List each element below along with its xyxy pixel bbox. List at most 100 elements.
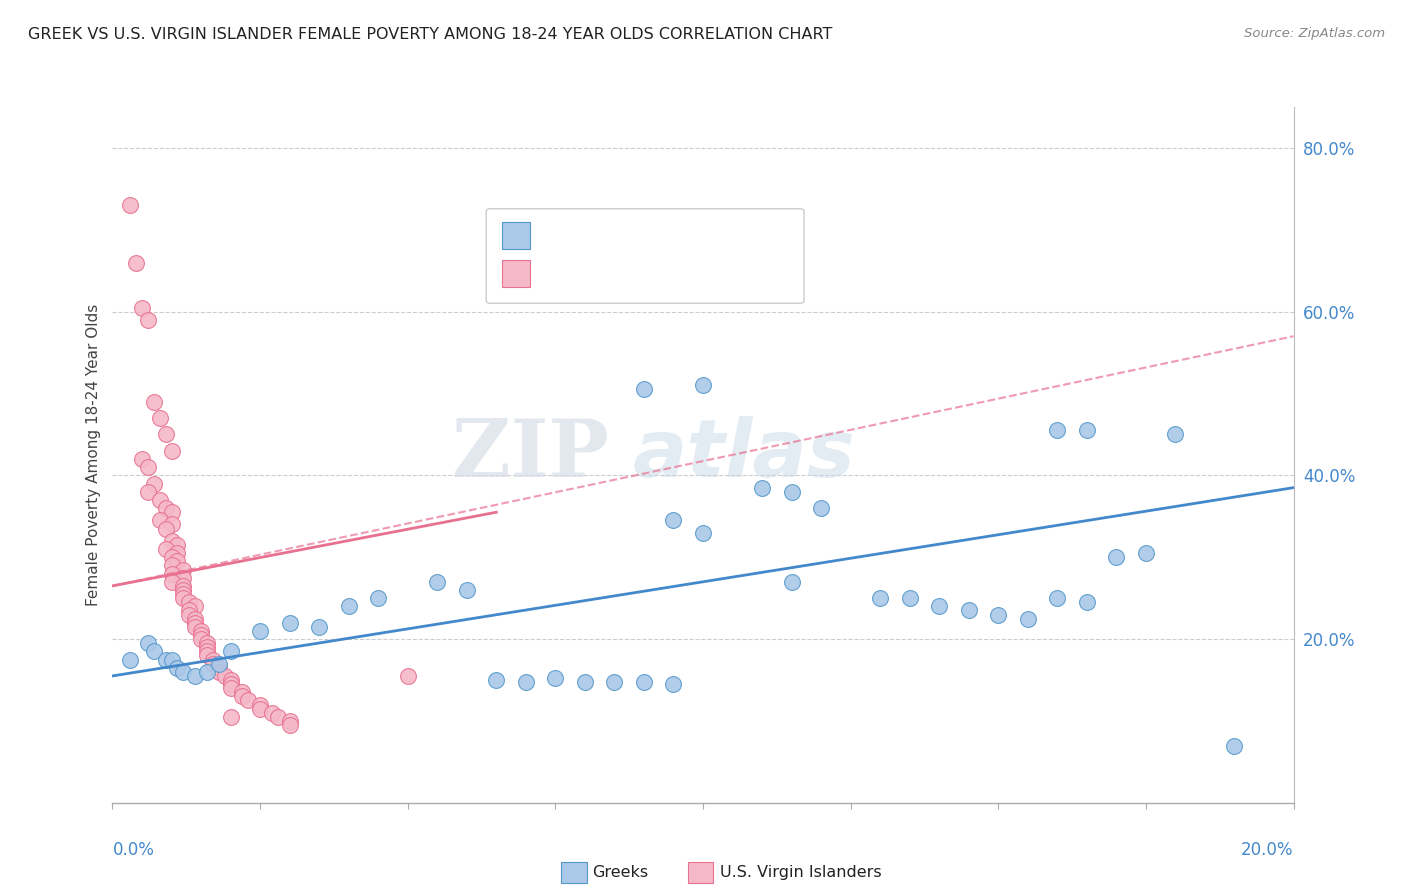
Point: [172, 571, 194, 585]
Point: [160, 517, 183, 532]
Point: [1017, 612, 1039, 626]
Point: [172, 562, 194, 576]
Text: GREEK VS U.S. VIRGIN ISLANDER FEMALE POVERTY AMONG 18-24 YEAR OLDS CORRELATION C: GREEK VS U.S. VIRGIN ISLANDER FEMALE POV…: [28, 27, 832, 42]
Point: [219, 681, 242, 696]
Point: [208, 665, 231, 679]
Point: [184, 615, 207, 630]
Text: R = 0.102   N = 66: R = 0.102 N = 66: [538, 264, 709, 282]
Point: [136, 313, 159, 327]
Point: [1135, 546, 1157, 560]
Text: Source: ZipAtlas.com: Source: ZipAtlas.com: [1244, 27, 1385, 40]
Point: [238, 693, 260, 707]
Point: [603, 674, 626, 689]
Point: [195, 648, 218, 663]
Point: [172, 665, 194, 679]
Point: [155, 652, 177, 666]
Point: [219, 710, 242, 724]
Point: [214, 669, 236, 683]
Point: [149, 411, 172, 425]
Point: [184, 612, 207, 626]
Point: [136, 460, 159, 475]
Point: [1046, 591, 1069, 606]
Point: [136, 636, 159, 650]
Point: [125, 255, 148, 269]
Point: [249, 624, 271, 638]
Point: [166, 546, 188, 560]
Point: [190, 624, 212, 638]
Point: [308, 620, 330, 634]
Text: U.S. Virgin Islanders: U.S. Virgin Islanders: [720, 865, 882, 880]
Point: [184, 599, 207, 614]
Point: [278, 714, 301, 728]
Point: [485, 673, 508, 687]
Point: [201, 652, 224, 666]
Point: [160, 566, 183, 581]
Point: [219, 677, 242, 691]
Point: [574, 674, 596, 689]
Point: [231, 685, 253, 699]
Point: [195, 665, 218, 679]
Point: [1076, 423, 1098, 437]
Text: 20.0%: 20.0%: [1241, 841, 1294, 859]
Point: [160, 574, 183, 589]
Point: [155, 542, 177, 557]
Point: [1223, 739, 1246, 753]
Point: [172, 579, 194, 593]
Point: [166, 554, 188, 568]
Point: [155, 501, 177, 516]
Point: [869, 591, 891, 606]
Text: R = 0.432   N = 29: R = 0.432 N = 29: [538, 226, 709, 244]
Point: [120, 198, 142, 212]
Point: [195, 636, 218, 650]
Point: [456, 582, 478, 597]
Point: [142, 476, 165, 491]
Point: [166, 661, 188, 675]
Point: [131, 452, 153, 467]
Point: [957, 603, 980, 617]
Point: [780, 484, 803, 499]
Point: [1076, 595, 1098, 609]
Point: [1164, 427, 1187, 442]
Point: [231, 690, 253, 704]
Point: [179, 607, 201, 622]
Point: [160, 443, 183, 458]
Point: [184, 620, 207, 634]
Point: [515, 674, 537, 689]
Point: [208, 657, 231, 671]
Point: [149, 513, 172, 527]
Point: [160, 550, 183, 565]
Point: [160, 652, 183, 666]
Point: [195, 644, 218, 658]
Point: [898, 591, 921, 606]
Point: [692, 525, 714, 540]
Point: [249, 698, 271, 712]
Point: [633, 383, 655, 397]
Point: [155, 427, 177, 442]
Point: [987, 607, 1010, 622]
Point: [149, 492, 172, 507]
Point: [179, 595, 201, 609]
Point: [692, 378, 714, 392]
Point: [160, 558, 183, 573]
Point: [219, 673, 242, 687]
Point: [662, 513, 685, 527]
Point: [155, 522, 177, 536]
Point: [928, 599, 950, 614]
Point: [367, 591, 389, 606]
Y-axis label: Female Poverty Among 18-24 Year Olds: Female Poverty Among 18-24 Year Olds: [86, 304, 101, 606]
Point: [172, 591, 194, 606]
Point: [160, 533, 183, 548]
Point: [190, 628, 212, 642]
Point: [1105, 550, 1128, 565]
Point: [219, 644, 242, 658]
Point: [426, 574, 449, 589]
Text: 0.0%: 0.0%: [112, 841, 155, 859]
Point: [201, 657, 224, 671]
Point: [190, 632, 212, 646]
Point: [195, 640, 218, 655]
Point: [120, 652, 142, 666]
Point: [172, 587, 194, 601]
Point: [810, 501, 832, 516]
Point: [751, 481, 773, 495]
Point: [396, 669, 419, 683]
